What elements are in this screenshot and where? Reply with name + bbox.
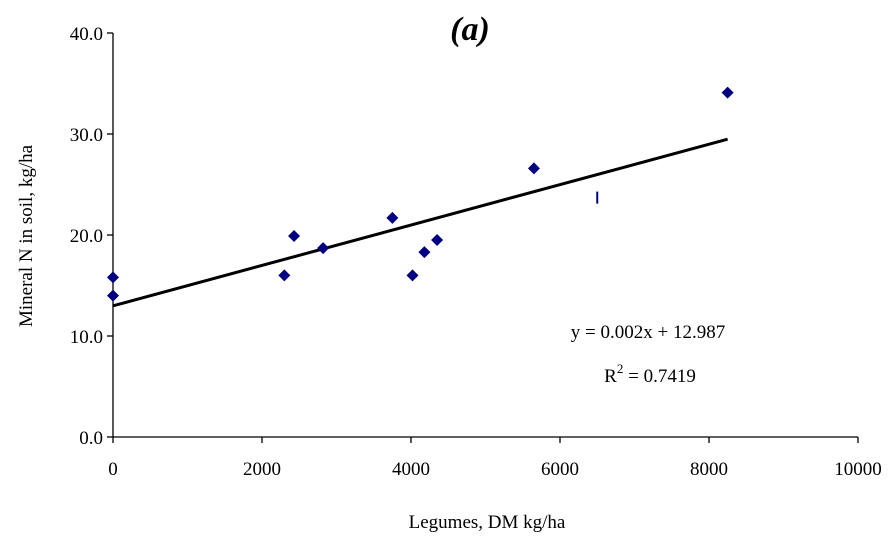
r-squared-value: = 0.7419	[623, 366, 695, 387]
x-axis-title: Legumes, DM kg/ha	[409, 512, 566, 533]
trendline	[112, 137, 729, 308]
data-point	[278, 269, 291, 282]
data-point	[386, 211, 399, 224]
data-point	[317, 242, 330, 255]
data-point	[288, 230, 301, 243]
y-tick-label: 10.0	[70, 327, 103, 348]
x-tick-label: 6000	[541, 459, 579, 480]
regression-equation: y = 0.002x + 12.987	[571, 322, 725, 343]
data-point	[721, 86, 734, 99]
data-point	[406, 269, 419, 282]
y-axis-title: Mineral N in soil, kg/ha	[16, 144, 37, 327]
data-point	[418, 246, 431, 259]
x-tick-label: 8000	[690, 459, 728, 480]
y-axis-ticks: 0.0 10.0 20.0 30.0 40.0	[70, 24, 113, 449]
y-tick-label: 0.0	[79, 428, 103, 449]
data-points	[107, 86, 734, 302]
r-squared-superscript: 2	[617, 361, 624, 376]
y-tick-label: 20.0	[70, 226, 103, 247]
r-squared: R2 = 0.7419	[604, 361, 696, 387]
x-axis-ticks: 0 2000 4000 6000 8000 10000	[108, 437, 882, 480]
x-tick-label: 4000	[392, 459, 430, 480]
trendline-group	[112, 137, 729, 308]
r-squared-prefix: R	[604, 366, 617, 387]
data-point	[107, 271, 119, 284]
data-point	[527, 162, 540, 175]
data-point	[107, 289, 119, 302]
y-tick-label: 40.0	[70, 24, 103, 45]
y-tick-label: 30.0	[70, 125, 103, 146]
x-tick-label: 10000	[834, 459, 882, 480]
axes	[112, 33, 858, 438]
x-tick-label: 0	[108, 459, 118, 480]
chart-title: (a)	[450, 11, 490, 48]
data-point	[431, 234, 444, 247]
x-tick-label: 2000	[243, 459, 281, 480]
